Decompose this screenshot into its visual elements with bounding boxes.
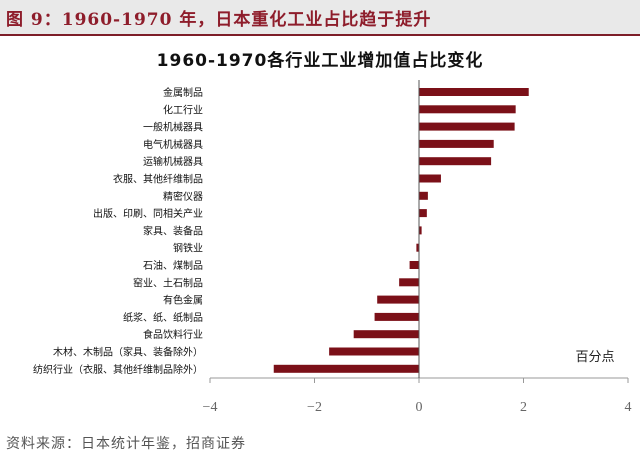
bar: [353, 330, 419, 339]
bar-chart: −4 −2 0 2 4 金属制品化工行业一般机械器具电气机械器具运输机械器具衣服、其他纤维…: [33, 80, 632, 415]
bar: [419, 226, 422, 235]
bar: [377, 295, 419, 304]
bar: [273, 364, 419, 373]
category-label: 石油、煤制品: [143, 259, 203, 272]
x-tick-label: −2: [307, 400, 322, 415]
category-label: 纸浆、纸、纸制品: [123, 311, 203, 324]
category-label: 有色金属: [163, 294, 203, 307]
bar: [374, 312, 419, 321]
category-label: 电气机械器具: [143, 138, 203, 151]
category-label: 一般机械器具: [143, 121, 203, 134]
bar: [419, 105, 516, 114]
bar: [329, 347, 419, 356]
category-label: 家具、装备品: [143, 224, 203, 237]
figure-header: 图 9：1960-1970 年，日本重化工业占比趋于提升: [0, 0, 640, 36]
category-label: 精密仪器: [163, 190, 203, 203]
bar: [419, 88, 529, 96]
category-label: 纺织行业（衣服、其他纤维制品除外）: [33, 363, 203, 376]
category-label: 出版、印刷、同相关产业: [93, 207, 203, 220]
chart-title: 1960-1970各行业工业增加值占比变化: [156, 51, 484, 71]
source-note: 资料来源：日本统计年鉴，招商证券: [6, 436, 246, 452]
figure-title: 图 9：1960-1970 年，日本重化工业占比趋于提升: [6, 10, 432, 30]
bar: [399, 278, 419, 287]
unit-label: 百分点: [575, 350, 614, 365]
bar: [419, 139, 494, 148]
bar: [419, 157, 492, 166]
bar: [419, 209, 427, 218]
category-label: 食品饮料行业: [143, 328, 203, 341]
bar: [419, 174, 441, 183]
x-tick-label: 2: [520, 400, 527, 415]
bar: [416, 243, 419, 252]
x-tick-label: 4: [625, 400, 632, 415]
category-label: 化工行业: [163, 103, 203, 116]
x-tick-label: 0: [416, 400, 423, 415]
bar: [419, 122, 515, 131]
category-label: 金属制品: [163, 86, 203, 99]
category-label: 运输机械器具: [143, 155, 203, 168]
category-label: 钢铁业: [173, 242, 203, 255]
category-label: 衣服、其他纤维制品: [113, 173, 203, 186]
category-label: 窑业、土石制品: [133, 276, 203, 289]
x-tick-label: −4: [203, 400, 218, 415]
bar: [409, 261, 419, 269]
bar: [419, 191, 428, 200]
category-label: 木材、木制品（家具、装备除外）: [53, 346, 203, 359]
